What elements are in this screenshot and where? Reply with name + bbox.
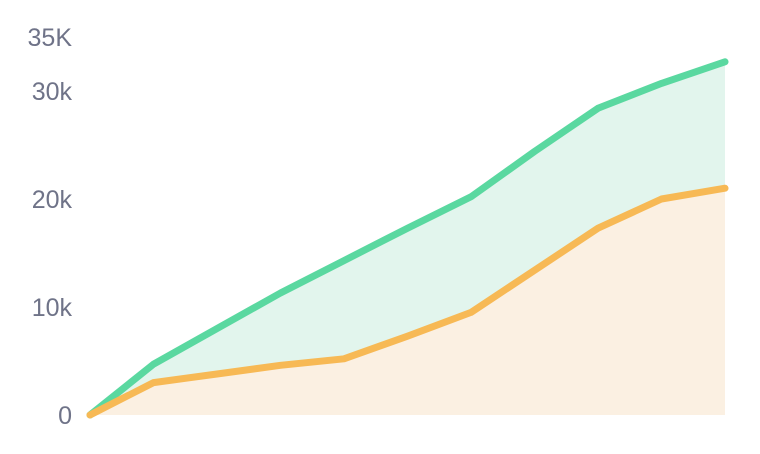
- series-lines: [86, 58, 729, 419]
- series-areas: [90, 61, 725, 416]
- y-tick-label: 20k: [32, 186, 73, 214]
- y-tick-label: 0: [58, 402, 72, 430]
- y-tick-label: 30k: [32, 78, 73, 106]
- y-axis: 0 10k 20k 30k 35K: [28, 24, 73, 430]
- series-1-line: [86, 58, 729, 419]
- series-2-area: [90, 188, 725, 415]
- series-2-line: [86, 184, 729, 419]
- y-tick-label: 10k: [32, 294, 73, 322]
- y-tick-label: 35K: [28, 24, 73, 52]
